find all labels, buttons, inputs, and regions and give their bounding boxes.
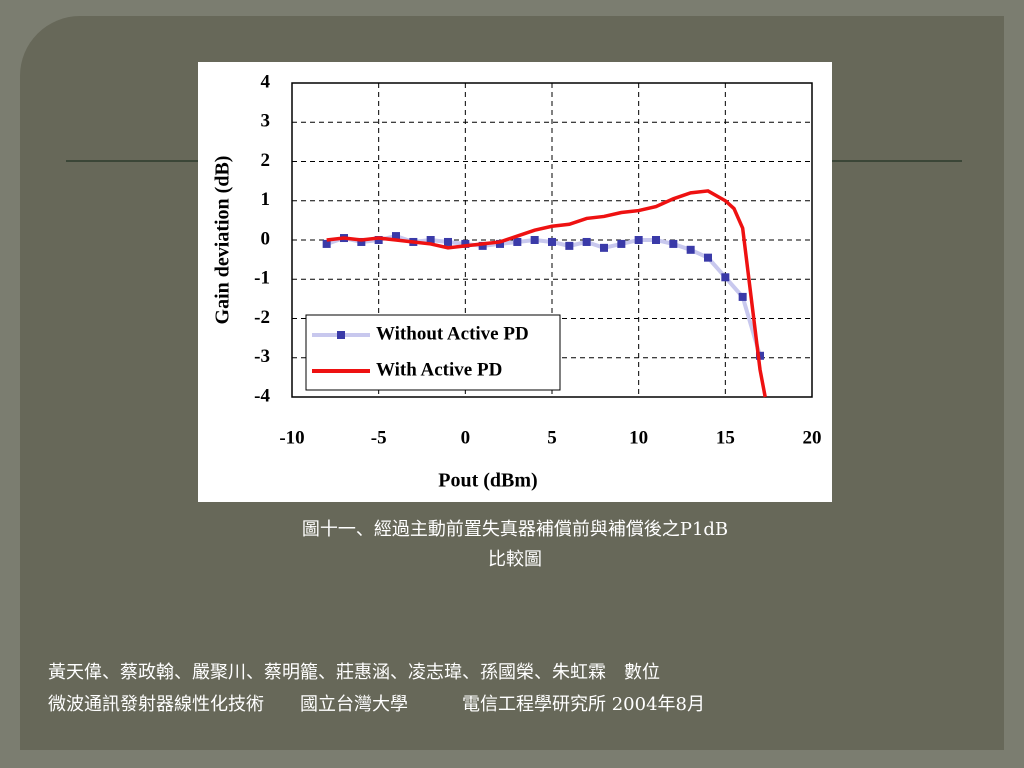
marker: [322, 239, 331, 248]
caption-line: 圖十一、經過主動前置失真器補償前與補償後之P1dB: [301, 519, 729, 540]
y-tick-label: 3: [261, 111, 271, 132]
marker: [548, 237, 556, 246]
x-tick-label: 20: [803, 427, 822, 448]
y-axis-label: Gain deviation (dB): [212, 156, 234, 325]
marker: [704, 253, 712, 262]
footer-line: 黃天偉、蔡政翰、嚴聚川、蔡明籠、莊惠涵、凌志瑋、孫國榮、朱虹霖 數位: [48, 662, 660, 683]
legend-marker: [337, 331, 345, 339]
marker: [478, 241, 487, 250]
y-tick-label: 1: [261, 189, 271, 210]
marker: [444, 237, 452, 246]
x-tick-label: 0: [461, 427, 471, 448]
plot-frame: [291, 82, 813, 398]
marker: [721, 273, 730, 282]
y-tick-label: -1: [254, 268, 270, 289]
legend-label: Without Active PD: [376, 323, 529, 344]
marker: [357, 237, 366, 246]
marker: [496, 239, 504, 248]
x-tick-label: -5: [371, 427, 387, 448]
caption-line: 比較圖: [488, 549, 542, 570]
marker: [530, 236, 539, 244]
chart-background: [198, 62, 832, 502]
marker: [513, 237, 522, 246]
rule: [832, 160, 962, 162]
x-tick-label: 15: [716, 427, 735, 448]
y-tick-label: 0: [261, 228, 271, 249]
marker: [617, 239, 626, 248]
marker: [669, 239, 678, 248]
y-tick-label: 4: [261, 71, 271, 92]
chart: Pout (dBm) Gain deviation (dB) -10 -5 0 5 10…: [198, 62, 832, 502]
marker: [461, 239, 470, 248]
x-tick-label: 10: [629, 427, 648, 448]
marker: [652, 236, 660, 244]
rule: [66, 160, 200, 162]
marker: [374, 236, 383, 244]
x-axis-label: Pout (dBm): [438, 470, 537, 492]
marker: [565, 241, 574, 250]
marker: [426, 236, 435, 244]
legend-box: [305, 314, 561, 391]
y-tick-label: -2: [254, 307, 270, 328]
x-tick-label: 5: [547, 427, 557, 448]
y-tick-label: -3: [254, 346, 270, 367]
x-tick-label: -10: [279, 427, 304, 448]
legend-label: With Active PD: [376, 359, 502, 380]
y-tick-label: 2: [261, 150, 271, 171]
marker: [634, 236, 643, 244]
y-tick-label: -4: [254, 385, 270, 406]
marker: [738, 292, 747, 301]
series-line: [326, 189, 767, 398]
marker: [582, 237, 591, 246]
marker: [600, 243, 608, 252]
marker: [686, 245, 695, 254]
marker: [392, 232, 400, 241]
footer-line: 微波通訊發射器線性化技術 國立台灣大學 電信工程學研究所 2004年8月: [48, 694, 705, 715]
